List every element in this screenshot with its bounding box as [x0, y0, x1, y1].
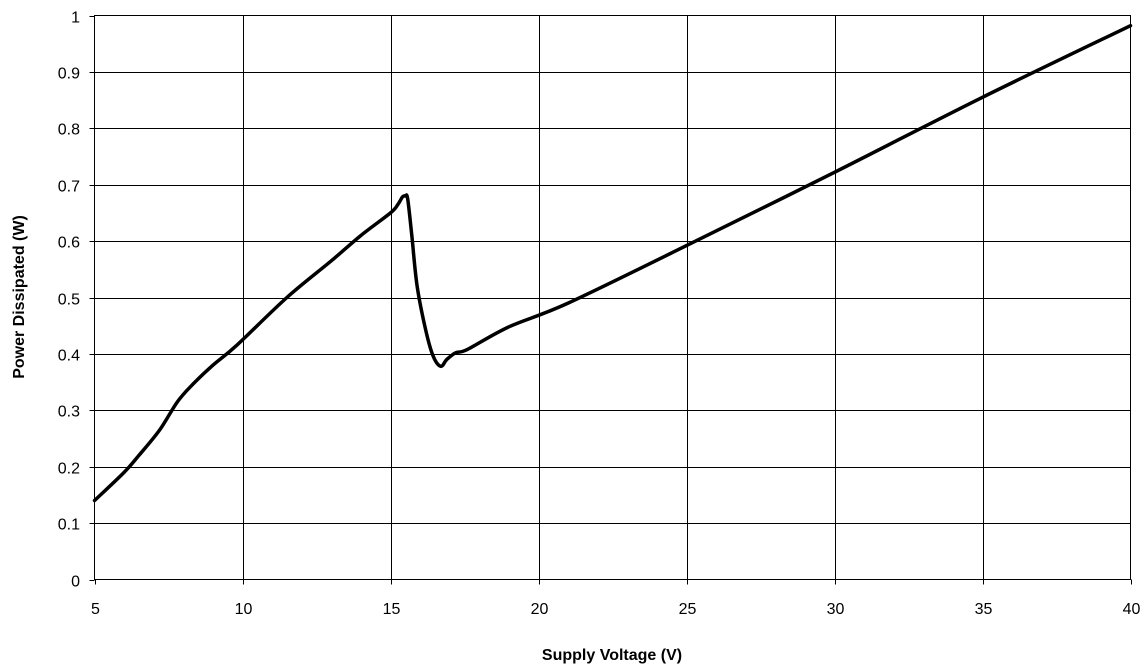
y-tick-label: 0.8	[58, 122, 80, 139]
series-layer	[92, 23, 1133, 503]
y-tick-label: 0.9	[58, 66, 80, 83]
x-tick-label: 15	[383, 601, 401, 618]
x-tick-label: 10	[235, 601, 253, 618]
y-axis-title: Power Dissipated (W)	[11, 215, 28, 379]
y-tick-label: 1	[71, 10, 80, 27]
y-tick-label: 0.5	[58, 292, 80, 309]
grid-lines	[94, 15, 1131, 580]
x-tick-labels: 5 10 15 20 25 30 35 40	[91, 601, 1140, 618]
y-tick-label: 0.3	[58, 404, 80, 421]
y-tick-labels: 0 0.1 0.2 0.3 0.4 0.5 0.6 0.7 0.8 0.9 1	[58, 10, 80, 591]
y-tick-label: 0.2	[58, 461, 80, 478]
y-tick-label: 0.1	[58, 517, 80, 534]
x-axis-title: Supply Voltage (V)	[542, 647, 682, 664]
tick-marks	[89, 16, 1132, 585]
x-tick-label: 30	[827, 601, 845, 618]
plot-frame	[94, 15, 1131, 580]
series-line	[92, 23, 1133, 503]
y-tick-label: 0.6	[58, 235, 80, 252]
x-tick-label: 25	[679, 601, 697, 618]
x-tick-label: 35	[975, 601, 993, 618]
y-tick-label: 0.7	[58, 179, 80, 196]
x-tick-label: 20	[531, 601, 549, 618]
x-tick-label: 40	[1123, 601, 1141, 618]
y-tick-label: 0	[71, 574, 80, 591]
x-tick-label: 5	[91, 601, 100, 618]
y-tick-label: 0.4	[58, 348, 80, 365]
